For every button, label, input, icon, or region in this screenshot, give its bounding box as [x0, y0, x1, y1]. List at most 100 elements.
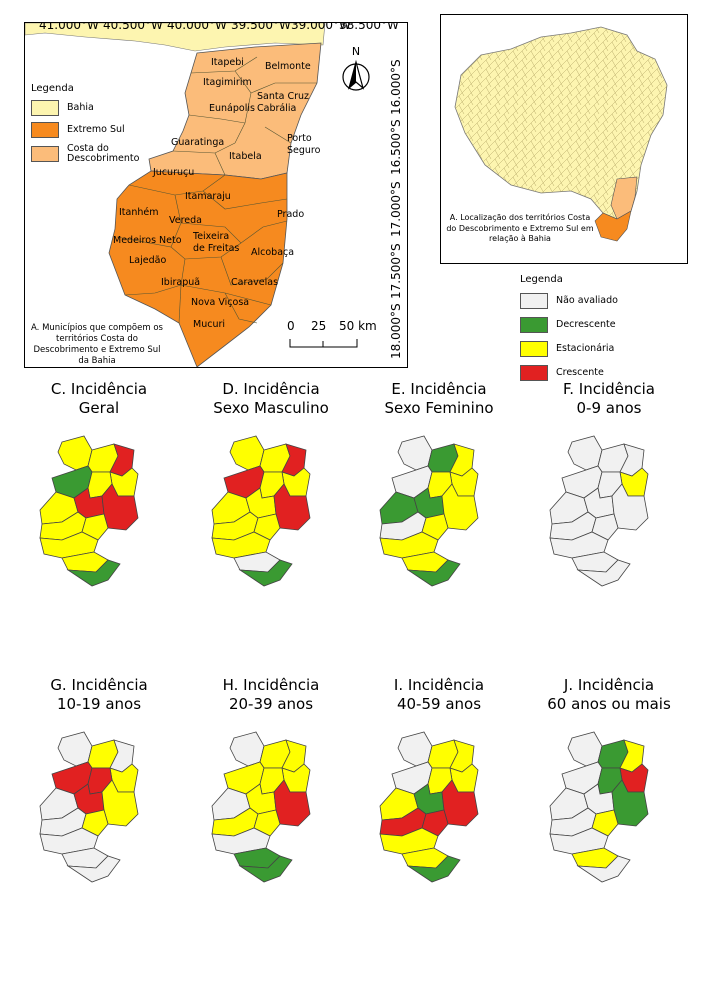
municipality-region — [397, 435, 433, 471]
panel-b-bahia-map: A. Localização dos territórios Costa do … — [440, 14, 688, 264]
latitude-label: 17.000°S — [389, 181, 403, 237]
latitude-label: 16.500°S — [389, 119, 403, 175]
municipality-region — [421, 513, 449, 541]
incidence-map-svg — [379, 731, 479, 883]
legend-item-bahia: Bahia — [31, 100, 141, 116]
municipality-region — [81, 809, 109, 837]
longitude-label: 40.500°W — [103, 22, 163, 32]
municipality-label: Itapebi — [211, 57, 244, 68]
legend-swatch — [520, 317, 548, 333]
legend-swatch — [520, 293, 548, 309]
incidence-map-svg — [39, 435, 139, 587]
municipality-region — [576, 855, 631, 883]
municipality-region — [253, 809, 281, 837]
municipality-region — [229, 435, 265, 471]
municipality-region — [39, 827, 99, 855]
municipality-region — [576, 559, 631, 587]
municipality-label: Itanhém — [119, 207, 159, 218]
municipality-label: Mucuri — [193, 319, 226, 330]
municipality-label: Medeiros Neto — [113, 235, 182, 246]
municipality-region — [379, 531, 439, 559]
municipality-label: Itamaraju — [185, 191, 231, 202]
extremo-sul-inset — [594, 210, 632, 242]
latitude-label: 16.000°S — [389, 59, 403, 115]
municipality-label: Nova Viçosa — [191, 297, 250, 308]
municipality-region — [549, 531, 609, 559]
municipality-region — [406, 855, 461, 883]
extremo-sul-area — [108, 170, 288, 367]
scale-bar — [289, 339, 358, 348]
map-title: C. Incidência — [50, 380, 148, 398]
incidence-map-panel: E. Incidência Sexo Feminino — [364, 380, 514, 596]
municipality-region — [39, 531, 99, 559]
legend-item-extremo-sul: Extremo Sul — [31, 122, 141, 138]
incidence-map-panel: C. Incidência Geral — [24, 380, 174, 596]
map-title: G. Incidência — [50, 676, 148, 694]
legend-item-costa-descobrimento: Costa do Descobrimento — [31, 144, 141, 164]
map-subtitle: 20-39 anos — [228, 695, 314, 713]
longitude-label: 41.000°W — [39, 22, 99, 32]
municipality-region — [549, 827, 609, 855]
municipality-region — [379, 827, 439, 855]
municipality-region — [567, 435, 603, 471]
map-subtitle: 40-59 anos — [396, 695, 482, 713]
panel-b-caption: A. Localização dos territórios Costa do … — [446, 213, 594, 243]
north-arrow: N — [339, 45, 373, 95]
incidence-map-panel: I. Incidência 40-59 anos — [364, 676, 514, 892]
municipality-region — [591, 513, 619, 541]
scale-zero: 0 — [287, 319, 295, 333]
incidence-map-svg — [211, 731, 311, 883]
municipality-region — [81, 513, 109, 541]
legend-swatch — [31, 145, 59, 162]
map-subtitle: Geral — [78, 399, 120, 417]
incidence-map-svg — [549, 435, 649, 587]
municipality-label: Itabela — [229, 151, 262, 162]
municipality-region — [57, 731, 93, 767]
municipality-label: Lajedão — [129, 255, 167, 266]
incidence-map-panel: H. Incidência 20-39 anos — [196, 676, 346, 892]
legend-item-estacionaria: Estacionária — [520, 341, 680, 357]
municipality-region — [211, 827, 271, 855]
municipality-label: Teixeira de Freitas — [193, 231, 240, 254]
legend-item-decrescente: Decrescente — [520, 317, 680, 333]
map-title: I. Incidência — [393, 676, 485, 694]
panel-a-regional-map: 41.000°W 40.500°W 40.000°W 39.500°W 39.0… — [24, 22, 408, 368]
map-title: E. Incidência — [391, 380, 487, 398]
north-arrow-icon — [342, 59, 370, 91]
municipality-region — [421, 809, 449, 837]
map-title: F. Incidência — [563, 380, 655, 398]
legend-swatch — [31, 100, 59, 116]
map-subtitle: Sexo Feminino — [384, 399, 494, 417]
map-subtitle: 0-9 anos — [576, 399, 642, 417]
municipality-region — [238, 855, 293, 883]
incidence-map-svg — [549, 731, 649, 883]
municipality-region — [567, 731, 603, 767]
municipality-region — [57, 435, 93, 471]
incidence-map-panel: F. Incidência 0-9 anos — [534, 380, 684, 596]
regional-map-svg — [25, 23, 326, 367]
municipality-label: Caravelas — [231, 277, 279, 288]
regional-legend: Legenda Bahia Extremo Sul Costa do Desco… — [31, 83, 141, 164]
legend-swatch — [31, 122, 59, 138]
bahia-state-svg — [454, 26, 668, 242]
longitude-label: 39.500°W — [231, 22, 291, 32]
longitude-label: 40.000°W — [167, 22, 227, 32]
legend-title: Legenda — [520, 274, 563, 285]
incidence-map-svg — [39, 731, 139, 883]
incidence-map-panel: G. Incidência 10-19 anos — [24, 676, 174, 892]
scale-mid: 25 — [311, 319, 327, 333]
legend-swatch — [520, 341, 548, 357]
municipality-label: Eunápolis — [209, 103, 255, 114]
municipality-label: Itagimirim — [203, 77, 252, 88]
municipal-borders — [116, 56, 317, 324]
municipality-region — [229, 731, 265, 767]
municipality-region — [66, 855, 121, 883]
municipality-region — [211, 531, 271, 559]
map-title: H. Incidência — [222, 676, 320, 694]
bahia-area — [25, 23, 326, 52]
municipality-label: Belmonte — [265, 61, 311, 72]
municipality-label: Guaratinga — [171, 137, 225, 148]
municipality-label: Vereda — [169, 215, 202, 226]
incidence-map-svg — [211, 435, 311, 587]
latitude-label: 17.500°S — [389, 243, 403, 299]
